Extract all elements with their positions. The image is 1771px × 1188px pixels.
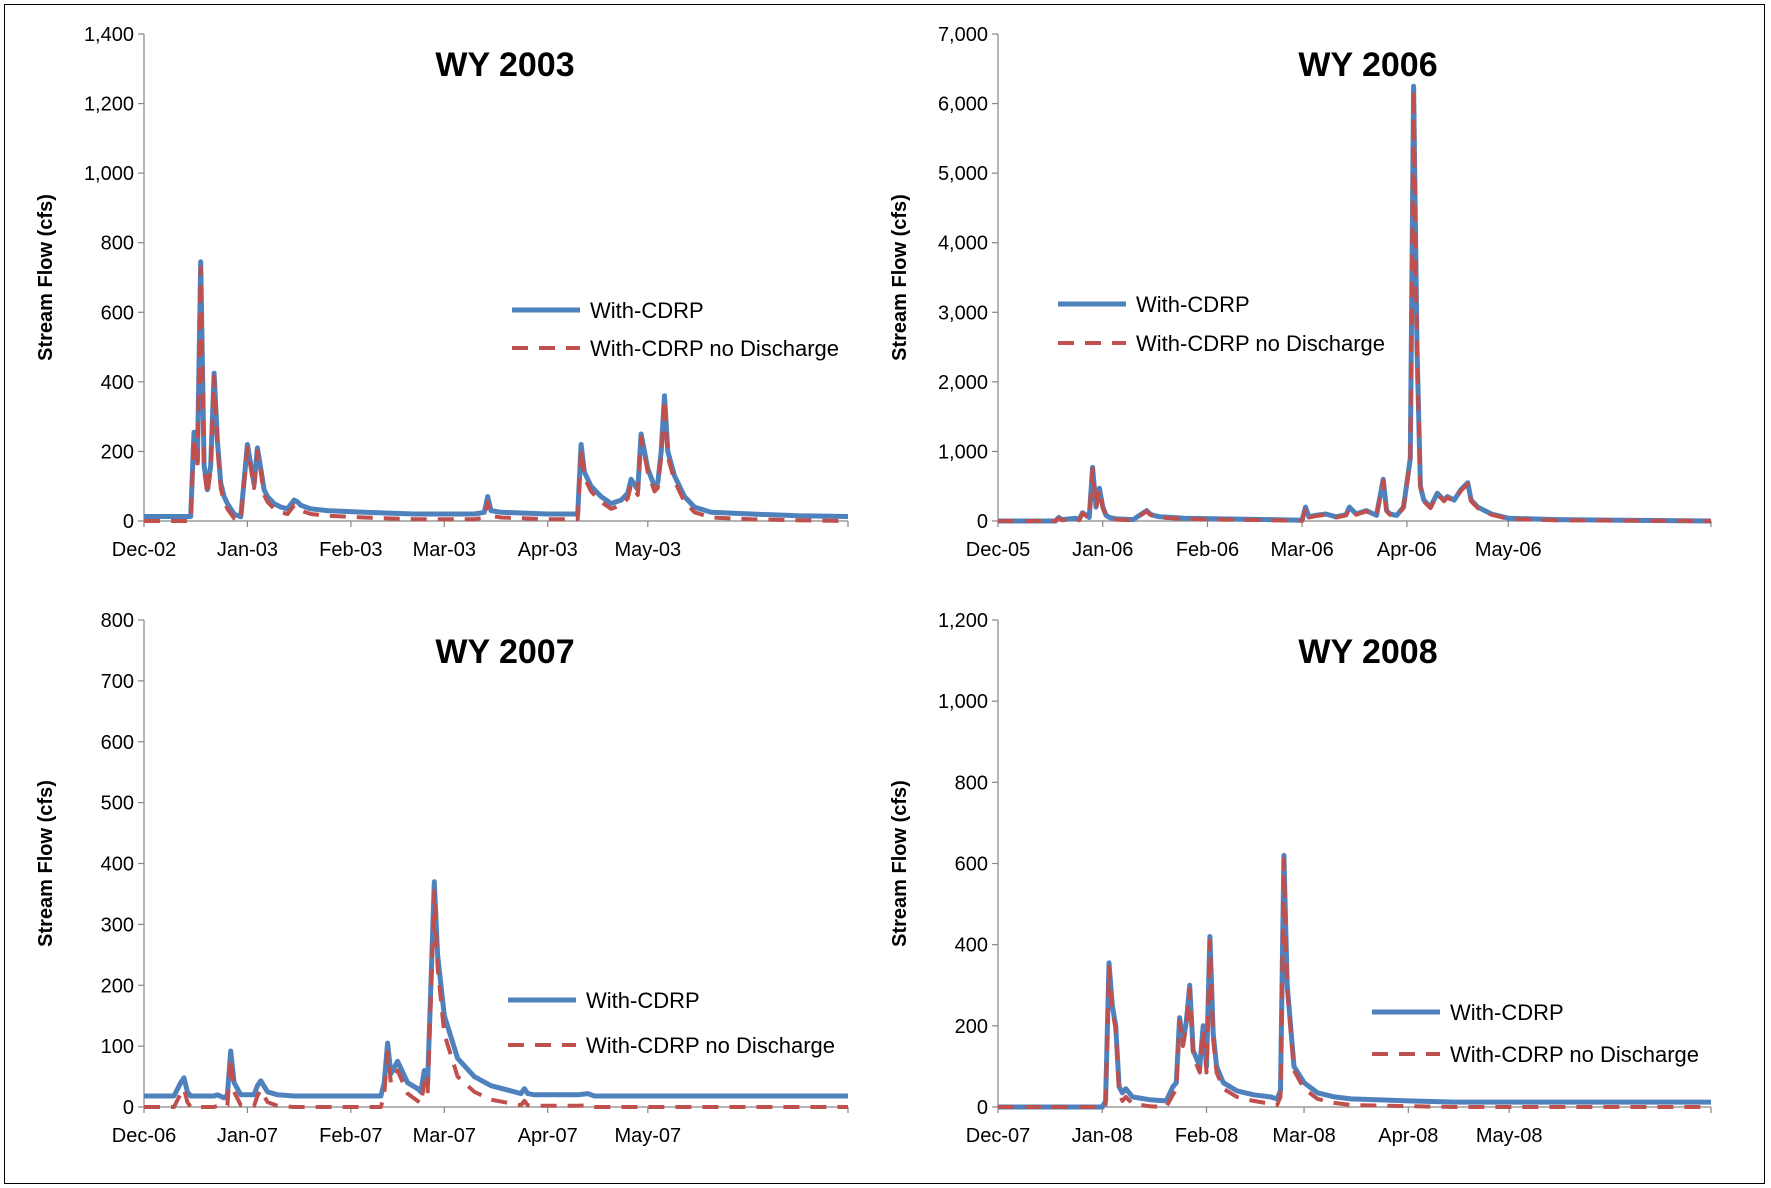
series-line-no-discharge <box>998 87 1712 523</box>
y-tick-label: 2,000 <box>938 372 988 394</box>
x-tick-label: May-08 <box>1476 1125 1543 1147</box>
y-tick-label: 4,000 <box>938 233 988 255</box>
x-tick-label: Dec-06 <box>112 1125 176 1147</box>
y-tick-label: 100 <box>101 1036 134 1058</box>
x-tick-label: Dec-07 <box>966 1125 1030 1147</box>
x-tick-label: Apr-08 <box>1378 1125 1438 1147</box>
series-line-no-discharge <box>144 265 849 523</box>
chart-title: WY 2006 <box>1298 46 1437 84</box>
y-tick-label: 5,000 <box>938 163 988 185</box>
chart-title: WY 2008 <box>1298 633 1437 671</box>
x-tick-label: Feb-08 <box>1175 1125 1238 1147</box>
y-tick-label: 500 <box>101 793 134 815</box>
x-tick-label: Jan-03 <box>217 539 278 561</box>
y-tick-label: 200 <box>101 441 134 463</box>
series-line-no-discharge <box>998 857 1711 1109</box>
y-tick-label: 400 <box>955 935 988 957</box>
legend-label: With-CDRP no Discharge <box>1136 331 1385 356</box>
x-tick-label: Apr-07 <box>518 1125 578 1147</box>
x-tick-label: May-03 <box>614 539 681 561</box>
y-axis-label: Stream Flow (cfs) <box>889 194 911 361</box>
legend-label: With-CDRP <box>1136 292 1250 317</box>
y-tick-label: 600 <box>101 302 134 324</box>
chart-title: WY 2007 <box>435 633 574 671</box>
series-line-with-cdrp <box>998 852 1711 1110</box>
y-tick-label: 700 <box>101 671 134 693</box>
chart-panel-4: 0 200 400 600 800 1,000 1,200 Dec-07 Jan-08 Feb-0… <box>889 610 1712 1147</box>
y-tick-label: 400 <box>101 372 134 394</box>
x-tick-label: Mar-03 <box>413 539 476 561</box>
legend-label: With-CDRP <box>1450 1000 1564 1025</box>
y-tick-label: 0 <box>977 511 988 533</box>
x-tick-label: Jan-07 <box>217 1125 278 1147</box>
x-tick-label: Feb-03 <box>319 539 382 561</box>
figure-frame <box>4 4 1765 1184</box>
y-tick-label: 1,200 <box>938 610 988 632</box>
legend-label: With-CDRP <box>590 298 704 323</box>
y-tick-label: 6,000 <box>938 94 988 116</box>
series-line-with-cdrp <box>144 879 848 1101</box>
chart-panel-1: 0 200 400 600 800 1,000 1,200 1,400 Dec-02 Jan-03… <box>35 24 849 561</box>
y-tick-label: 0 <box>123 1097 134 1119</box>
y-axis-label: Stream Flow (cfs) <box>889 780 911 947</box>
y-tick-label: 400 <box>101 854 134 876</box>
x-tick-label: Dec-02 <box>112 539 176 561</box>
y-tick-label: 800 <box>101 233 134 255</box>
x-tick-label: Apr-06 <box>1377 539 1437 561</box>
x-tick-label: Mar-06 <box>1270 539 1333 561</box>
y-tick-label: 1,000 <box>938 691 988 713</box>
y-tick-label: 800 <box>955 772 988 794</box>
y-tick-label: 300 <box>101 914 134 936</box>
y-tick-label: 1,200 <box>84 94 134 116</box>
x-tick-label: Feb-06 <box>1176 539 1239 561</box>
legend-label: With-CDRP <box>586 988 700 1013</box>
x-tick-label: Apr-03 <box>518 539 578 561</box>
x-tick-label: Jan-06 <box>1072 539 1133 561</box>
chart-panel-3: 0 100 200 300 400 500 600 700 800 Dec-06 Jan-07 Feb… <box>35 610 849 1147</box>
x-tick-label: Dec-05 <box>966 539 1030 561</box>
y-tick-label: 200 <box>101 975 134 997</box>
x-tick-label: Mar-08 <box>1272 1125 1335 1147</box>
series-line-with-cdrp <box>144 259 849 520</box>
x-tick-label: Jan-08 <box>1072 1125 1133 1147</box>
legend-label: With-CDRP no Discharge <box>586 1033 835 1058</box>
y-tick-label: 0 <box>977 1097 988 1119</box>
y-tick-label: 0 <box>123 511 134 533</box>
y-tick-label: 7,000 <box>938 24 988 46</box>
y-tick-label: 1,000 <box>84 163 134 185</box>
y-tick-label: 600 <box>955 854 988 876</box>
y-axis-label: Stream Flow (cfs) <box>35 780 57 947</box>
y-tick-label: 600 <box>101 732 134 754</box>
x-tick-label: May-07 <box>614 1125 681 1147</box>
legend-label: With-CDRP no Discharge <box>1450 1042 1699 1067</box>
y-tick-label: 1,000 <box>938 441 988 463</box>
series-line-no-discharge <box>144 888 848 1109</box>
legend-label: With-CDRP no Discharge <box>590 336 839 361</box>
chart-panel-2: 0 1,000 2,000 3,000 4,000 5,000 6,000 7,000 Dec-… <box>889 24 1712 561</box>
x-tick-label: Feb-07 <box>319 1125 382 1147</box>
chart-title: WY 2003 <box>435 46 574 84</box>
y-tick-label: 3,000 <box>938 302 988 324</box>
x-tick-label: May-06 <box>1475 539 1542 561</box>
y-tick-label: 800 <box>101 610 134 632</box>
y-tick-label: 1,400 <box>84 24 134 46</box>
x-tick-label: Mar-07 <box>413 1125 476 1147</box>
y-tick-label: 200 <box>955 1016 988 1038</box>
y-axis-label: Stream Flow (cfs) <box>35 194 57 361</box>
